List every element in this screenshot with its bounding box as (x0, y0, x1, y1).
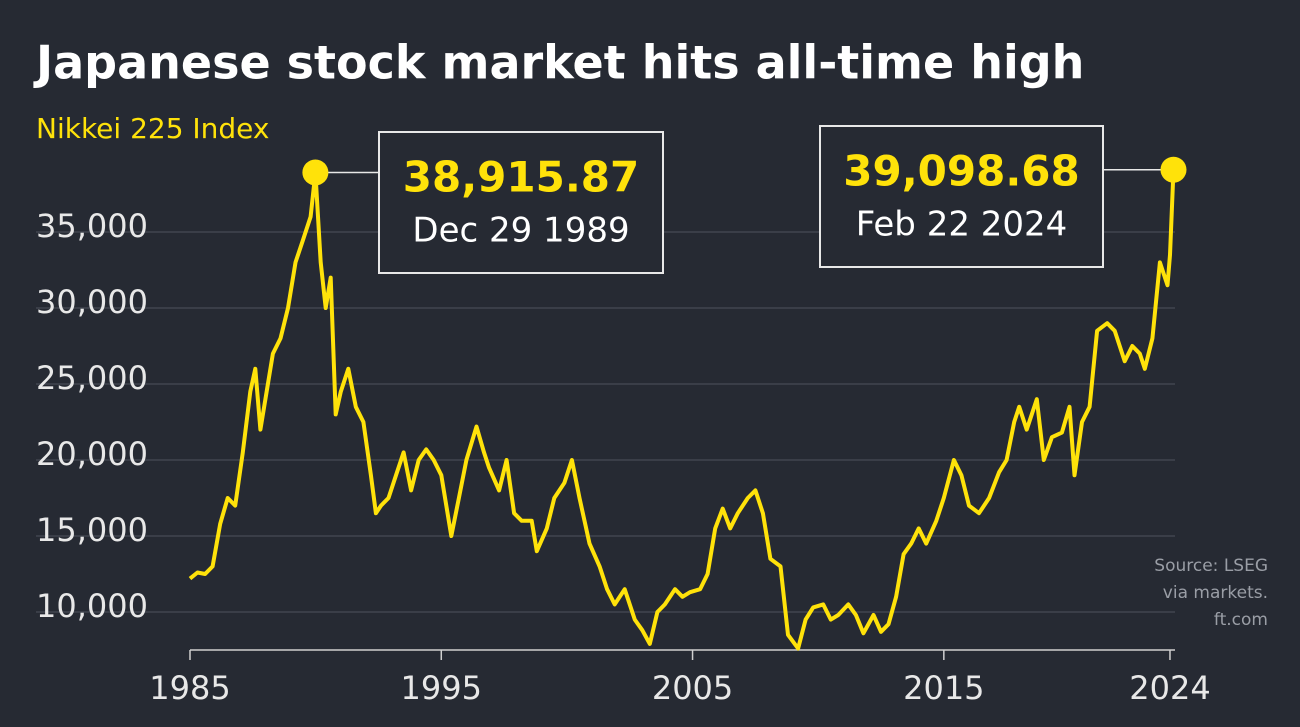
y-tick-label: 15,000 (36, 511, 148, 549)
annotation-date: Dec 29 1989 (412, 211, 629, 251)
y-tick-label: 35,000 (36, 207, 148, 245)
x-tick-label: 2024 (1129, 669, 1210, 707)
source-note: ft.com (1214, 610, 1268, 630)
highlight-dot (302, 159, 329, 186)
highlight-dot (1160, 156, 1187, 183)
annotation-date: Feb 22 2024 (856, 205, 1068, 245)
source-note: via markets. (1163, 583, 1268, 603)
x-tick-label: 1985 (149, 669, 230, 707)
line-series (188, 169, 1176, 651)
chart-subtitle: Nikkei 225 Index (36, 112, 270, 145)
annotation-value: 39,098.68 (843, 147, 1079, 196)
x-tick-label: 1995 (401, 669, 482, 707)
y-tick-label: 25,000 (36, 359, 148, 397)
annotation-box (819, 125, 1104, 268)
y-tick-label: 30,000 (36, 283, 148, 321)
y-tick-label: 10,000 (36, 587, 148, 625)
x-tick-label: 2015 (903, 669, 984, 707)
x-tick-label: 2005 (652, 669, 733, 707)
annotation-value: 38,915.87 (403, 153, 639, 202)
y-tick-label: 20,000 (36, 435, 148, 473)
source-note: Source: LSEG (1154, 556, 1268, 576)
chart-title: Japanese stock market hits all-time high (33, 36, 1084, 90)
annotation-box (378, 131, 664, 274)
